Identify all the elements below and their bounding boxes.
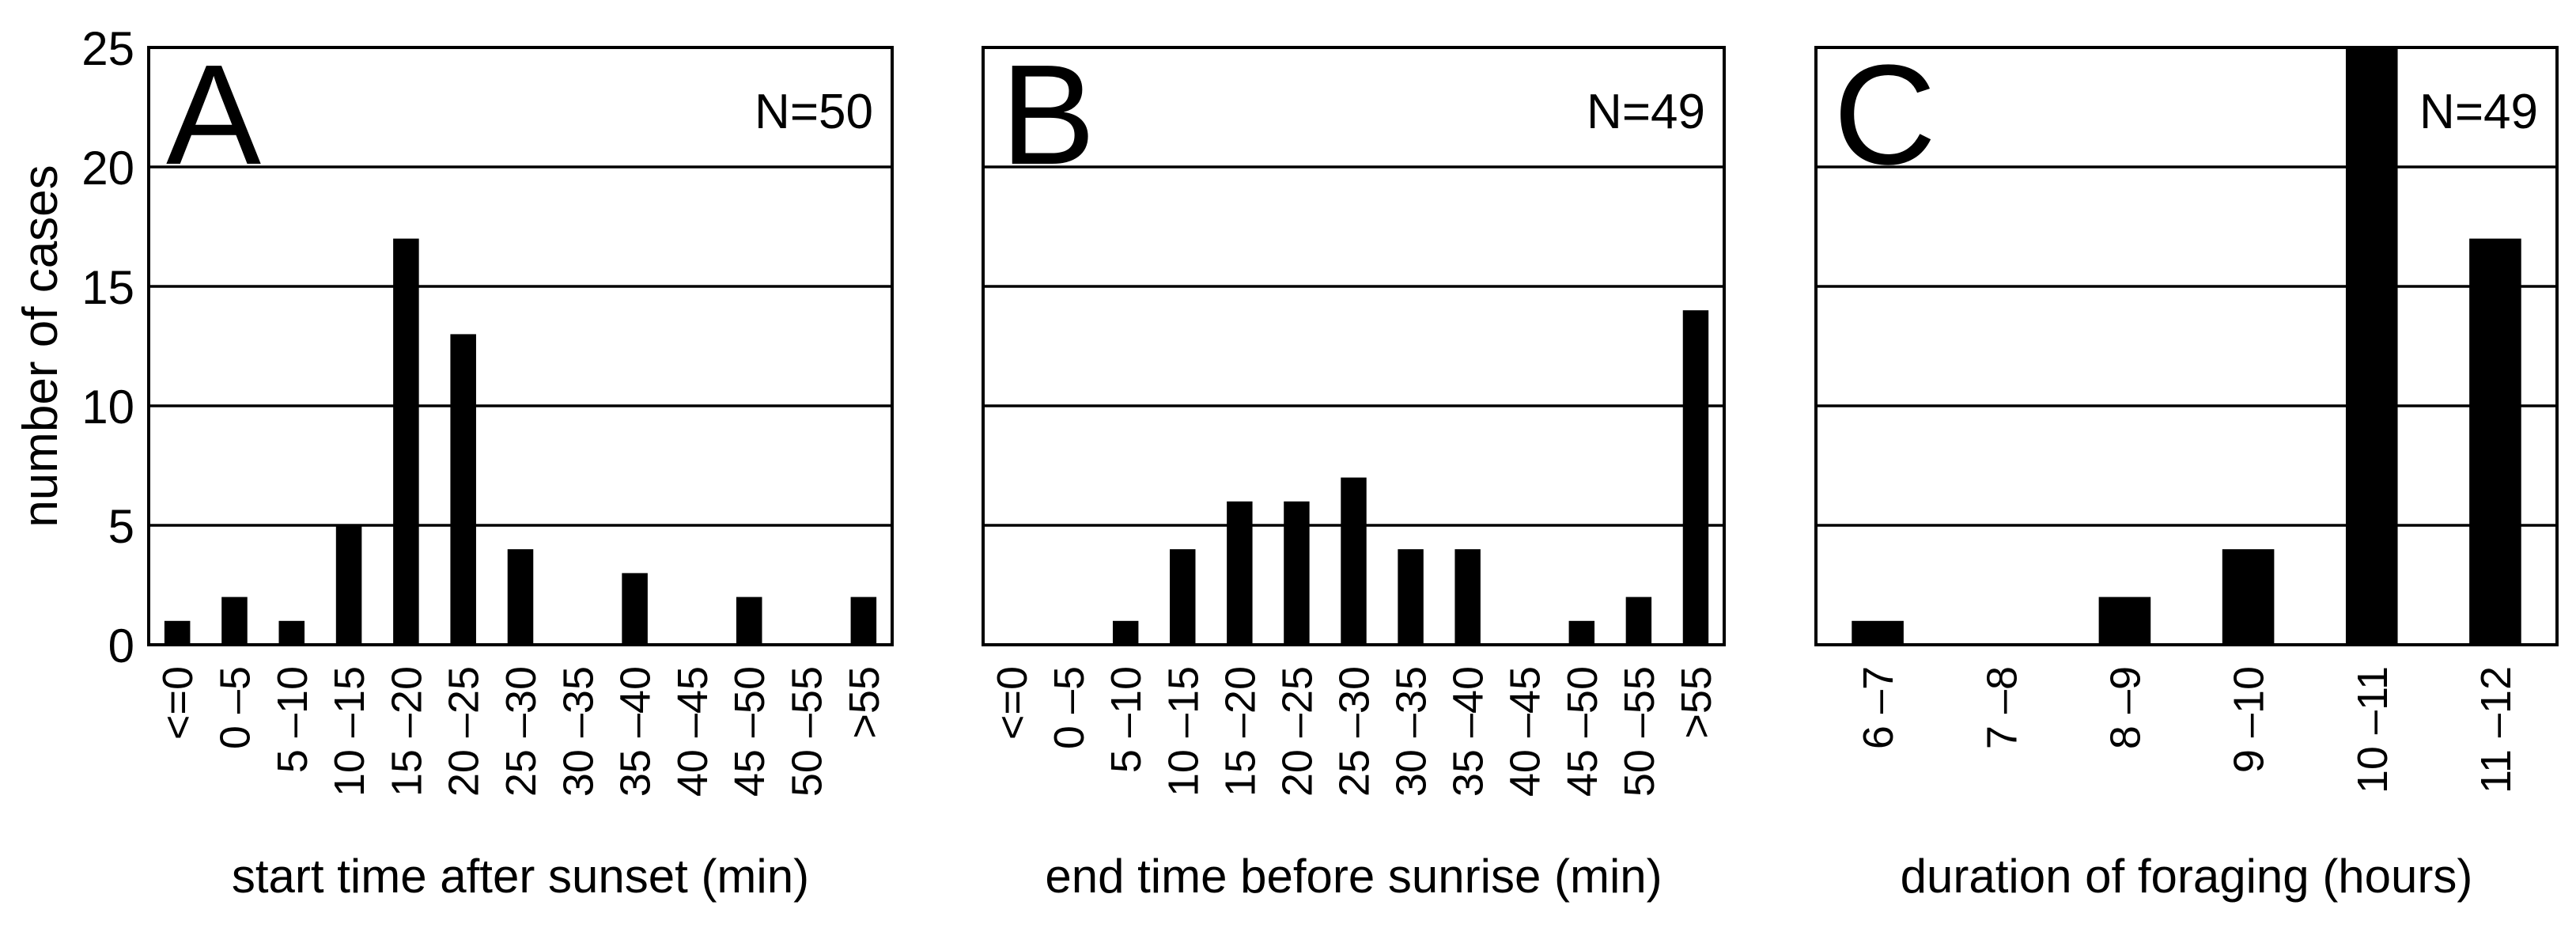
bar bbox=[221, 597, 248, 645]
x-tick-label: 50 –55 bbox=[1616, 666, 1663, 797]
x-tick-label: 45 –50 bbox=[1559, 666, 1606, 797]
bar bbox=[450, 334, 476, 645]
y-tick-label: 15 bbox=[81, 261, 134, 314]
x-tick-label: 20 –25 bbox=[1273, 666, 1321, 797]
x-tick-label: 11 –12 bbox=[2472, 666, 2520, 794]
panel-b: B N=49 <=0 0 –5 5 –10 10 –15 15 –20 20 –25 25 –3… bbox=[982, 36, 1726, 903]
x-axis-label: duration of foraging (hours) bbox=[1901, 850, 2473, 903]
bar bbox=[393, 238, 419, 646]
bar bbox=[2469, 238, 2521, 646]
bar bbox=[278, 620, 305, 645]
n-label: N=49 bbox=[1587, 85, 1705, 139]
x-tick-label: 35 –40 bbox=[612, 666, 660, 797]
bar bbox=[850, 597, 877, 645]
x-tick-label: 30 –35 bbox=[554, 666, 602, 797]
y-tick-label: 20 bbox=[81, 142, 134, 195]
panel-letter: A bbox=[166, 36, 261, 195]
panel-letter: B bbox=[1001, 36, 1095, 195]
x-tick-label: 0 –5 bbox=[211, 666, 259, 749]
bar bbox=[1112, 620, 1139, 645]
bar bbox=[1568, 620, 1595, 645]
x-tick-label: <=0 bbox=[989, 666, 1036, 740]
x-tick-label: 9 –10 bbox=[2226, 666, 2273, 773]
x-tick-label: 25 –30 bbox=[1331, 666, 1379, 797]
x-tick-label: <=0 bbox=[154, 666, 202, 740]
x-tick-label: 50 –55 bbox=[784, 666, 831, 797]
bar bbox=[507, 549, 534, 645]
x-tick-label: 45 –50 bbox=[726, 666, 774, 797]
bar bbox=[2345, 47, 2398, 645]
y-tick-label: 10 bbox=[81, 381, 134, 434]
plot-frame bbox=[982, 46, 1726, 646]
x-tick-label: 15 –20 bbox=[1216, 666, 1264, 797]
x-tick-label: 20 –25 bbox=[441, 666, 488, 797]
y-tick-label: 5 bbox=[108, 500, 134, 553]
y-tick-label: 0 bbox=[108, 619, 134, 672]
x-tick-label: >55 bbox=[1673, 666, 1720, 739]
x-tick-label: 40 –45 bbox=[669, 666, 717, 797]
x-tick-label: 35 –40 bbox=[1445, 666, 1492, 797]
bar bbox=[1170, 549, 1196, 645]
x-tick-label: 10 –15 bbox=[326, 666, 373, 797]
bar bbox=[164, 620, 191, 645]
bar bbox=[1341, 477, 1367, 645]
bar bbox=[1852, 620, 1904, 645]
x-tick-label: 25 –30 bbox=[497, 666, 545, 797]
x-tick-label: 30 –35 bbox=[1388, 666, 1436, 797]
bar bbox=[2222, 549, 2275, 645]
x-tick-label: 8 –9 bbox=[2101, 666, 2149, 749]
x-tick-label: 0 –5 bbox=[1046, 666, 1093, 749]
x-tick-label: 7 –8 bbox=[1978, 666, 2026, 749]
x-tick-label: 5 –10 bbox=[1103, 666, 1150, 773]
bar bbox=[1398, 549, 1424, 645]
plot-frame bbox=[147, 46, 894, 646]
n-label: N=49 bbox=[2419, 85, 2538, 139]
bar bbox=[1682, 310, 1709, 645]
n-label: N=50 bbox=[755, 85, 873, 139]
x-axis-label: start time after sunset (min) bbox=[232, 850, 809, 903]
x-tick-label: >55 bbox=[841, 666, 888, 739]
y-axis-label: number of cases bbox=[13, 165, 68, 527]
x-tick-label: 10 –15 bbox=[1159, 666, 1207, 797]
bar bbox=[1284, 501, 1310, 645]
x-tick-label: 15 –20 bbox=[383, 666, 430, 797]
bar bbox=[335, 525, 362, 645]
x-tick-label: 5 –10 bbox=[269, 666, 316, 773]
x-tick-label: 10 –11 bbox=[2349, 666, 2396, 794]
bar bbox=[2098, 597, 2151, 645]
bar bbox=[736, 597, 762, 645]
x-tick-label: 40 –45 bbox=[1502, 666, 1549, 797]
bar bbox=[1625, 597, 1652, 645]
bar bbox=[1227, 501, 1253, 645]
plot-frame bbox=[1814, 46, 2559, 646]
x-tick-label: 6 –7 bbox=[1855, 666, 1902, 749]
bar bbox=[1454, 549, 1481, 645]
bar bbox=[622, 573, 648, 645]
y-tick-label: 25 bbox=[81, 22, 134, 75]
panel-letter: C bbox=[1833, 36, 1936, 195]
panel-c: C N=49 6 –7 7 –8 8 –9 9 –10 10 –11 11 –12 durati… bbox=[1814, 36, 2559, 903]
x-axis-label: end time before sunrise (min) bbox=[1045, 850, 1662, 903]
